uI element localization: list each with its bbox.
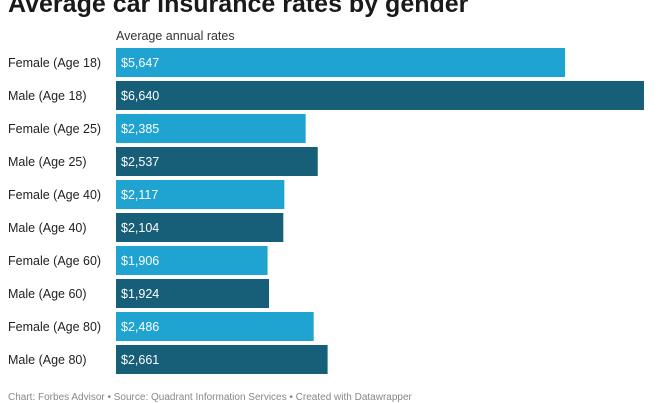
- category-label: Male (Age 80): [8, 353, 87, 367]
- category-label: Female (Age 18): [8, 56, 101, 70]
- bar: [116, 246, 268, 275]
- bar: [116, 279, 269, 308]
- bar: [116, 48, 566, 77]
- category-label: Female (Age 40): [8, 188, 101, 202]
- value-label: $2,117: [121, 188, 158, 202]
- value-label: $2,385: [121, 122, 159, 136]
- bar: [116, 81, 644, 110]
- bar: [116, 213, 284, 242]
- value-label: $2,104: [121, 221, 159, 235]
- chart-title: Average car insurance rates by gender: [8, 0, 469, 18]
- bar: [116, 180, 285, 209]
- category-label: Male (Age 25): [8, 155, 87, 169]
- bar: [116, 312, 314, 341]
- value-label: $1,906: [121, 254, 159, 268]
- category-label: Female (Age 80): [8, 320, 101, 334]
- category-label: Male (Age 18): [8, 89, 87, 103]
- value-label: $1,924: [121, 287, 159, 301]
- category-label: Male (Age 60): [8, 287, 87, 301]
- bar: [116, 114, 306, 143]
- value-label: $2,537: [121, 155, 159, 169]
- bar: [116, 147, 318, 176]
- value-label: $6,640: [121, 89, 159, 103]
- chart-footer: Chart: Forbes Advisor • Source: Quadrant…: [8, 392, 412, 403]
- category-label: Male (Age 40): [8, 221, 87, 235]
- value-label: $2,661: [121, 353, 159, 367]
- chart-subtitle: Average annual rates: [116, 29, 235, 43]
- category-label: Female (Age 60): [8, 254, 101, 268]
- bar: [116, 345, 328, 374]
- value-label: $5,647: [121, 56, 159, 70]
- value-label: $2,486: [121, 320, 159, 334]
- category-label: Female (Age 25): [8, 122, 101, 136]
